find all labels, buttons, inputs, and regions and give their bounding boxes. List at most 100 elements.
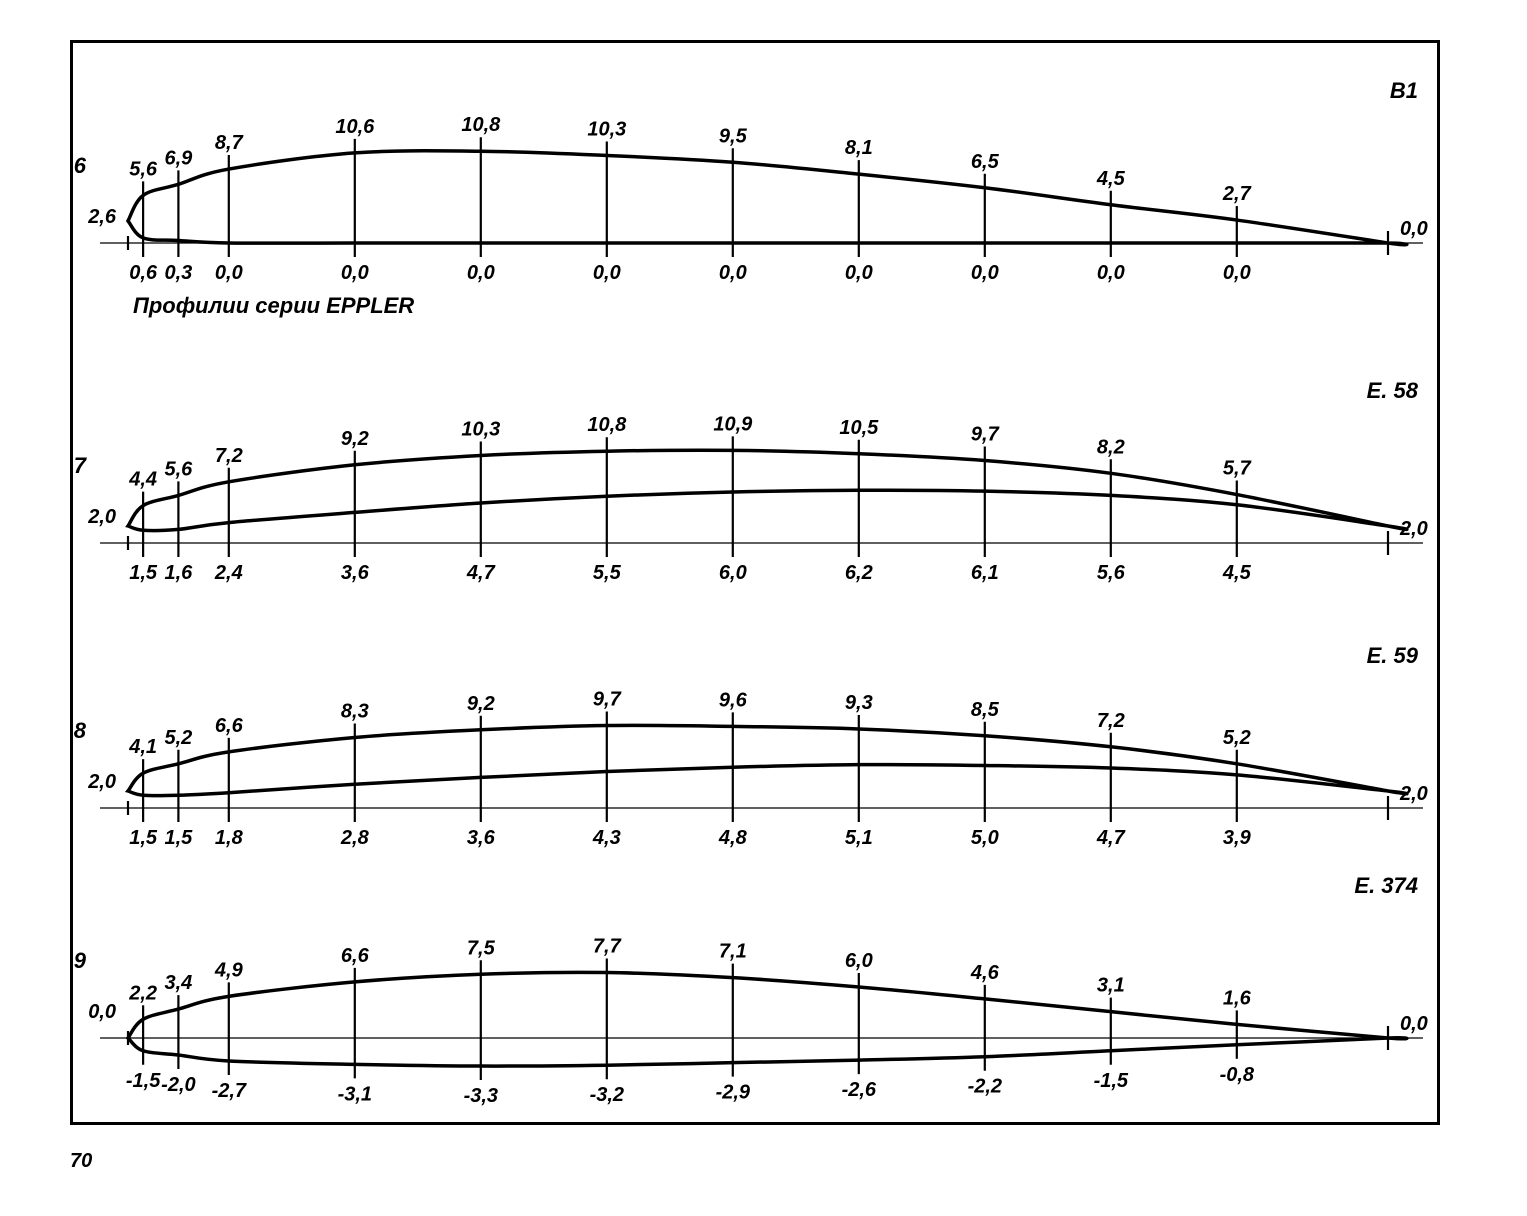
upper-value: 8,7 xyxy=(215,132,244,154)
upper-value: 5,2 xyxy=(1223,727,1251,749)
lower-value: -2,0 xyxy=(161,1074,195,1096)
le-value: 0,0 xyxy=(88,1001,116,1023)
lower-value: 3,9 xyxy=(1223,827,1252,849)
lower-value: -1,5 xyxy=(126,1070,161,1092)
te-value: 2,0 xyxy=(1399,518,1428,540)
upper-value: 10,9 xyxy=(713,413,753,435)
lower-value: 2,8 xyxy=(340,827,370,849)
upper-value: 4,4 xyxy=(128,469,157,491)
upper-value: 9,2 xyxy=(341,428,369,450)
lower-value: -2,7 xyxy=(212,1080,247,1102)
upper-value: 9,6 xyxy=(719,689,748,711)
lower-value: 4,7 xyxy=(1096,827,1126,849)
lower-value: -2,9 xyxy=(716,1082,751,1104)
upper-value: 8,2 xyxy=(1097,436,1125,458)
lower-value: 0,0 xyxy=(467,262,495,284)
upper-value: 7,2 xyxy=(215,445,243,467)
upper-value: 9,2 xyxy=(467,693,495,715)
lower-value: 1,8 xyxy=(215,827,244,849)
lower-value: 0,0 xyxy=(719,262,747,284)
upper-value: 5,6 xyxy=(164,458,193,480)
profile-N19: N 19E. 3740,00,02,23,44,96,67,57,77,16,0… xyxy=(73,873,1428,1107)
upper-value: 7,1 xyxy=(719,941,747,963)
upper-value: 5,2 xyxy=(164,727,192,749)
lower-value: 5,6 xyxy=(1097,562,1126,584)
lower-value: -2,2 xyxy=(968,1076,1002,1098)
upper-value: 4,6 xyxy=(970,962,1000,984)
profile-code: E. 58 xyxy=(1367,378,1419,403)
lower-value: 6,2 xyxy=(845,562,873,584)
le-value: 2,6 xyxy=(87,206,117,228)
airfoil-outline xyxy=(128,151,1407,245)
upper-value: 9,7 xyxy=(971,424,1000,446)
te-value: 2,0 xyxy=(1399,783,1428,805)
upper-value: 7,2 xyxy=(1097,710,1125,732)
lower-value: 3,6 xyxy=(467,827,496,849)
profile-name: N 16 xyxy=(73,153,87,178)
upper-value: 3,1 xyxy=(1097,975,1125,997)
page: N 16 B1 2,6 0,0 5,6 6,9 8,7 10,6 10,8 10,3 9,5 8,1 6… xyxy=(20,20,1527,1196)
profile-code: B1 xyxy=(1390,78,1418,103)
lower-value: 0,6 xyxy=(129,262,158,284)
upper-value: 6,6 xyxy=(341,945,370,967)
upper-value: 10,3 xyxy=(587,118,626,140)
te-value: 0,0 xyxy=(1400,1013,1428,1035)
lower-value: -3,1 xyxy=(338,1083,372,1105)
lower-value: 1,5 xyxy=(129,562,158,584)
lower-value: 1,5 xyxy=(164,827,193,849)
airfoil-outline xyxy=(128,972,1407,1066)
profile-name: N 18 xyxy=(73,718,87,743)
lower-value: -0,8 xyxy=(1220,1064,1255,1086)
upper-value: 4,1 xyxy=(128,736,157,758)
diagram-frame: N 16 B1 2,6 0,0 5,6 6,9 8,7 10,6 10,8 10,3 9,5 8,1 6… xyxy=(70,40,1440,1125)
upper-value: 9,7 xyxy=(593,689,622,711)
upper-value: 1,6 xyxy=(1223,987,1252,1009)
le-value: 2,0 xyxy=(87,506,116,528)
profile-code: E. 59 xyxy=(1367,643,1419,668)
profile-code: E. 374 xyxy=(1354,873,1418,898)
page-number: 70 xyxy=(70,1150,92,1173)
lower-value: 6,0 xyxy=(719,562,747,584)
profile-N18: N 18 E. 59 2,0 2,0 4,1 5,2 6,6 8,3 9,2 9,7 9,6 9,3 8… xyxy=(73,643,1428,849)
lower-value: 0,0 xyxy=(341,262,369,284)
le-value: 2,0 xyxy=(87,771,116,793)
lower-value: 0,0 xyxy=(593,262,621,284)
upper-value: 2,7 xyxy=(1222,183,1252,205)
lower-value: 5,0 xyxy=(971,827,999,849)
upper-value: 5,7 xyxy=(1223,458,1252,480)
upper-value: 8,3 xyxy=(341,700,369,722)
upper-value: 4,5 xyxy=(1096,168,1126,190)
profile-name: N 19 xyxy=(73,948,87,973)
lower-value: 0,0 xyxy=(215,262,243,284)
upper-value: 6,9 xyxy=(164,147,193,169)
lower-value: -2,6 xyxy=(842,1079,877,1101)
profile-N16: N 16 B1 2,6 0,0 5,6 6,9 8,7 10,6 10,8 10,3 9,5 8,1 6… xyxy=(73,78,1428,284)
lower-value: 4,8 xyxy=(718,827,748,849)
upper-value: 8,5 xyxy=(971,699,1000,721)
te-value: 0,0 xyxy=(1400,218,1428,240)
lower-value: 1,6 xyxy=(164,562,193,584)
lower-value: 5,5 xyxy=(593,562,622,584)
lower-value: 0,0 xyxy=(845,262,873,284)
lower-value: 0,0 xyxy=(971,262,999,284)
upper-value: 9,3 xyxy=(845,692,873,714)
upper-value: 6,5 xyxy=(971,151,1000,173)
lower-value: 4,3 xyxy=(592,827,621,849)
upper-value: 10,5 xyxy=(839,417,879,439)
series-caption: Профилии серии EPPLER xyxy=(133,293,414,318)
upper-value: 6,6 xyxy=(215,715,244,737)
airfoil-diagram: N 16 B1 2,6 0,0 5,6 6,9 8,7 10,6 10,8 10,3 9,5 8,1 6… xyxy=(73,43,1437,1122)
lower-value: 4,5 xyxy=(1222,562,1252,584)
upper-value: 10,8 xyxy=(587,414,627,436)
upper-value: 10,3 xyxy=(461,418,500,440)
upper-value: 6,0 xyxy=(845,950,873,972)
upper-value: 5,6 xyxy=(129,158,158,180)
upper-value: 8,1 xyxy=(845,137,873,159)
upper-value: 10,6 xyxy=(335,116,375,138)
upper-value: 7,7 xyxy=(593,936,622,958)
upper-value: 9,5 xyxy=(719,125,748,147)
upper-value: 10,8 xyxy=(461,114,501,136)
lower-value: 2,4 xyxy=(214,562,243,584)
airfoil-outline xyxy=(128,450,1407,530)
lower-value: 1,5 xyxy=(129,827,158,849)
